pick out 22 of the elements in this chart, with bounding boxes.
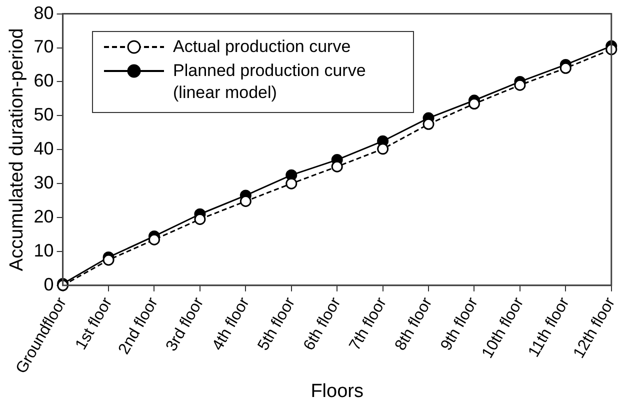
- point: [560, 62, 572, 74]
- y-tick-label: 0: [44, 274, 54, 294]
- y-tick-label: 10: [34, 240, 54, 260]
- y-tick-label: 50: [34, 104, 54, 125]
- legend-label: Actual production curve: [173, 36, 352, 58]
- point: [377, 143, 389, 155]
- y-tick-label: 30: [34, 172, 54, 193]
- y-tick-label: 80: [34, 2, 54, 23]
- point: [102, 254, 114, 266]
- y-axis-title: Accumulated duration-period: [6, 28, 28, 272]
- y-tick-label: 40: [34, 138, 54, 159]
- legend-label: Planned production curve (linear model): [173, 60, 367, 104]
- x-axis-title: Floors: [310, 380, 364, 402]
- point: [422, 118, 434, 130]
- point: [286, 178, 298, 190]
- point: [148, 234, 160, 246]
- point: [331, 160, 343, 172]
- point: [468, 98, 480, 110]
- y-tick-label: 20: [34, 206, 54, 226]
- point: [514, 79, 526, 91]
- y-tick-label: 70: [34, 36, 54, 57]
- y-tick-label: 60: [34, 70, 54, 91]
